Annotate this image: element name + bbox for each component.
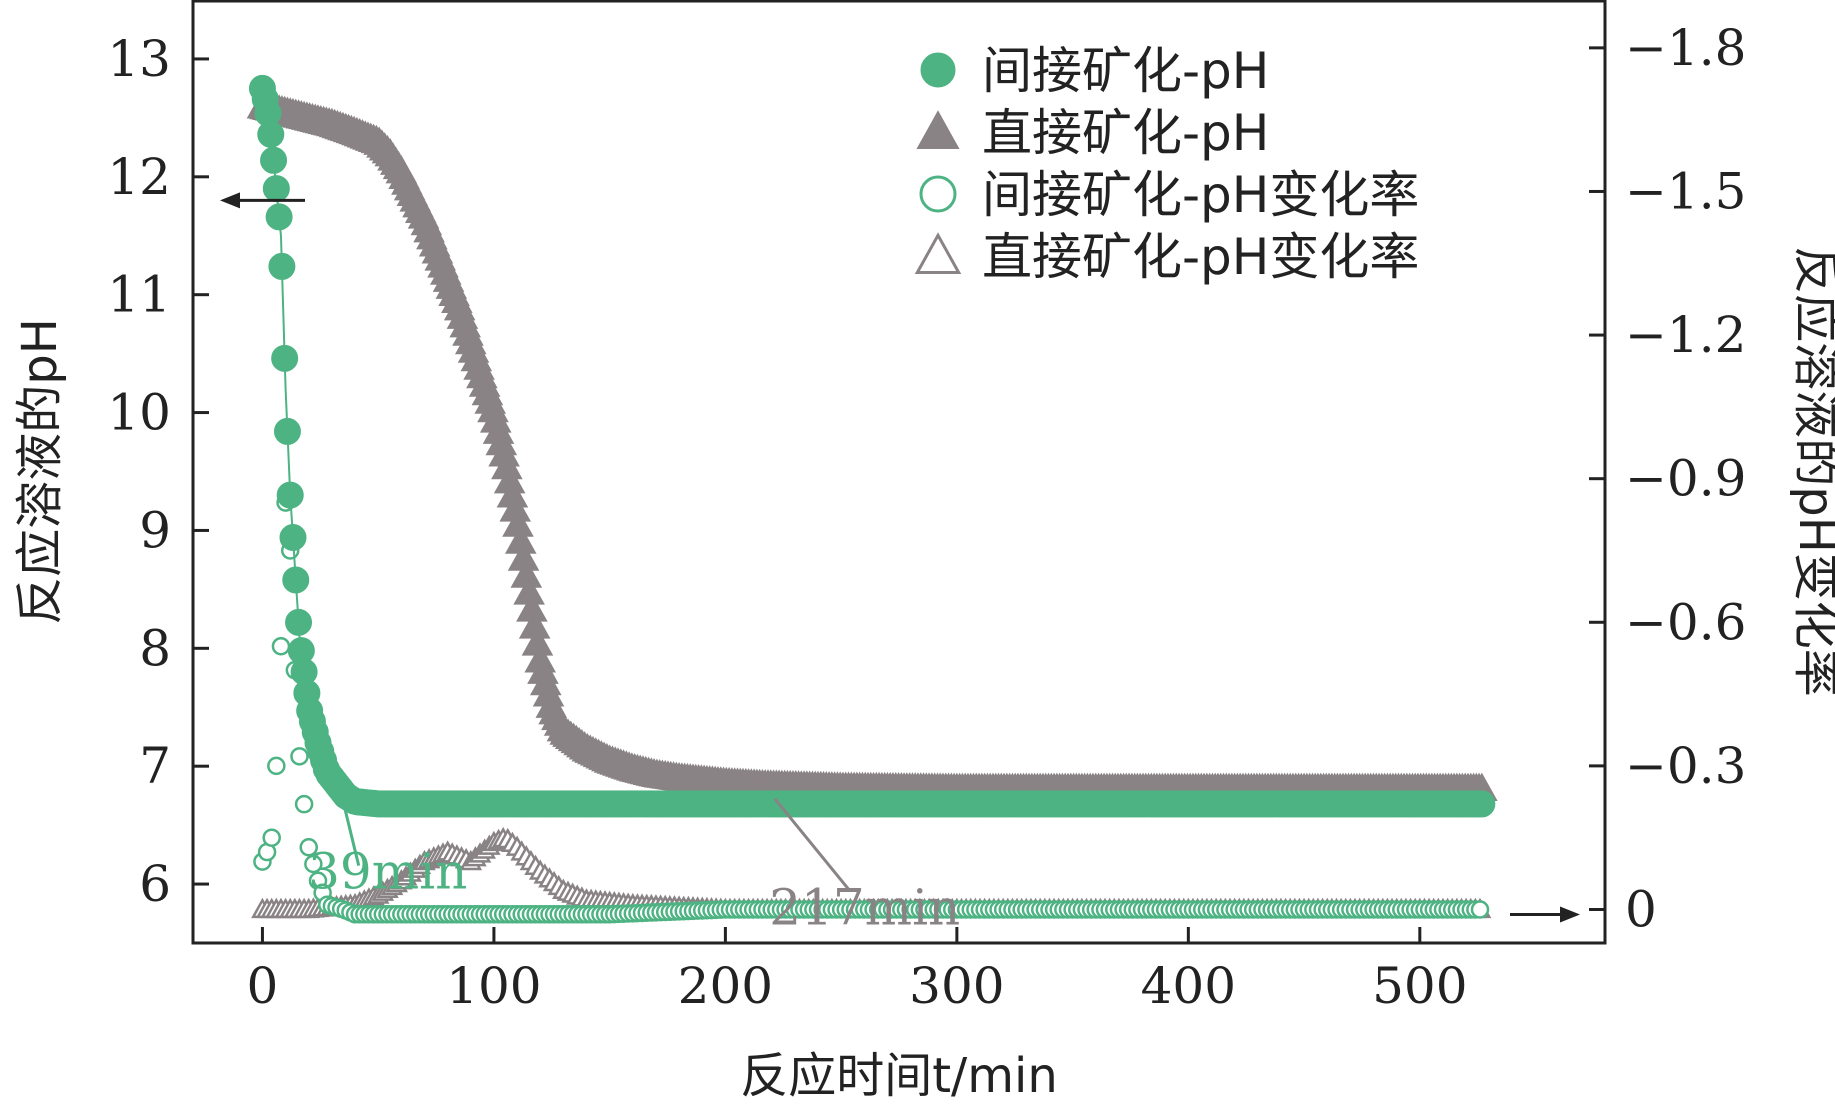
annotations: 39min 217min — [308, 797, 960, 937]
y2-tick-label: −0.3 — [1625, 737, 1746, 795]
legend-marker — [920, 52, 956, 88]
x-tick-label: 0 — [247, 957, 279, 1015]
data-point — [1468, 790, 1496, 818]
y-tick-label: 10 — [107, 384, 171, 442]
y-tick-label: 8 — [139, 619, 171, 677]
axis-arrows — [220, 192, 1580, 923]
data-point — [276, 481, 304, 509]
data-point — [285, 608, 313, 636]
x-tick-label: 500 — [1372, 957, 1467, 1015]
legend-label: 间接矿化-pH — [982, 42, 1269, 100]
x-axis: 0 100 200 300 400 500 — [247, 927, 1468, 1015]
annotation-leader — [773, 797, 851, 892]
data-point — [299, 838, 318, 857]
data-point — [265, 203, 293, 231]
data-point — [290, 747, 309, 766]
data-point — [273, 417, 301, 445]
y-axis-left: 6 7 8 9 10 11 12 13 — [107, 30, 209, 913]
arrow-head-icon — [220, 192, 240, 209]
series-1 — [248, 74, 1496, 818]
data-point — [262, 828, 281, 847]
data-point — [1470, 900, 1490, 919]
y-axis-left-title: 反应溶液的pH — [12, 318, 68, 625]
y-tick-label: 11 — [107, 266, 171, 324]
x-axis-title: 反应时间t/min — [740, 1048, 1058, 1104]
y2-tick-label: −1.5 — [1625, 162, 1746, 220]
x-tick-label: 100 — [446, 957, 541, 1015]
data-point — [267, 756, 286, 776]
y-axis-right-title: 反应溶液的pH变化率 — [1788, 246, 1835, 697]
plot-frame — [191, 0, 1607, 945]
data-point — [257, 120, 285, 148]
y-tick-label: 9 — [139, 501, 171, 559]
legend-label: 直接矿化-pH — [982, 104, 1269, 162]
y2-tick-label: −0.9 — [1625, 450, 1746, 508]
y2-tick-label: −1.2 — [1625, 306, 1746, 364]
data-point — [262, 175, 290, 203]
data-point — [304, 854, 323, 874]
y-tick-label: 12 — [107, 148, 171, 206]
data-point — [294, 794, 314, 814]
x-tick-label: 200 — [678, 957, 773, 1015]
x-tick-label: 300 — [909, 957, 1004, 1015]
y2-tick-label: −0.6 — [1625, 593, 1746, 651]
data-marks — [246, 74, 1498, 924]
y-tick-label: 13 — [107, 30, 171, 88]
y-axis-right: 0 −0.3 −0.6 −0.9 −1.2 −1.5 −1.8 — [1589, 19, 1746, 938]
data-point — [271, 636, 291, 656]
y2-tick-label: −1.8 — [1625, 19, 1746, 77]
y-tick-label: 6 — [139, 855, 171, 913]
data-point — [282, 566, 310, 594]
annotation-39min: 39min — [308, 843, 467, 901]
data-point — [279, 524, 307, 552]
annotation-217min: 217min — [769, 879, 960, 937]
x-tick-label: 400 — [1141, 957, 1236, 1015]
arrow-head-icon — [1560, 906, 1580, 923]
legend-marker — [916, 110, 960, 150]
y-tick-label: 7 — [139, 737, 171, 795]
y2-tick-label: 0 — [1625, 880, 1657, 938]
legend-label: 直接矿化-pH变化率 — [982, 228, 1419, 286]
data-point — [268, 252, 296, 280]
legend-label: 间接矿化-pH变化率 — [982, 166, 1419, 224]
data-point — [271, 344, 299, 372]
annotation-leader — [341, 799, 361, 867]
data-point — [260, 146, 288, 174]
legend-marker — [914, 232, 962, 275]
legend-marker — [919, 175, 957, 213]
